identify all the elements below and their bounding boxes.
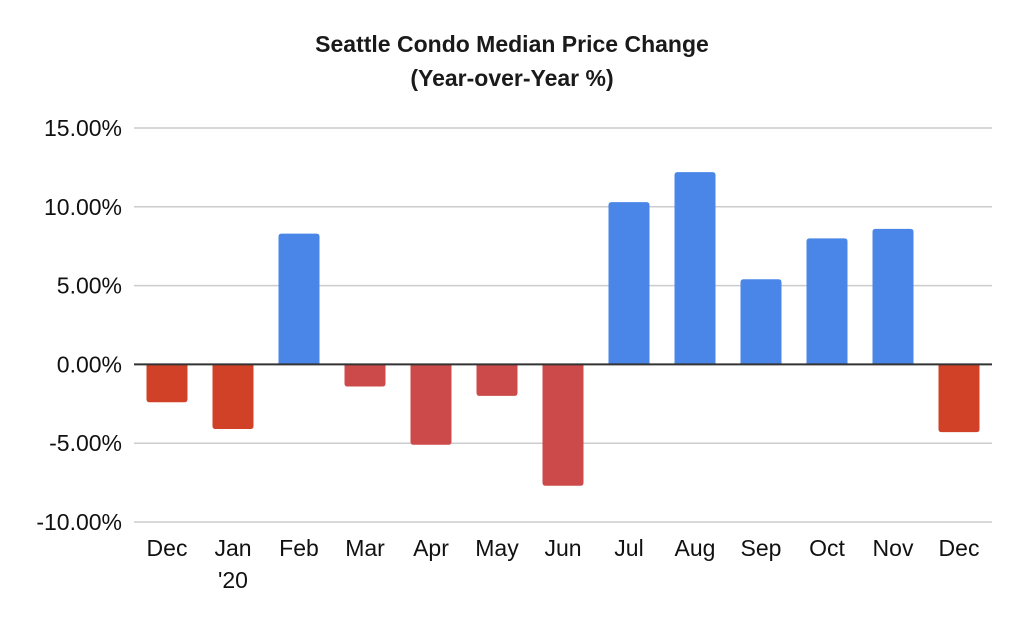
x-tick-label: Dec [939, 535, 980, 561]
x-tick-label: Mar [345, 535, 385, 561]
bar [476, 364, 518, 396]
x-tick-label: Apr [413, 535, 449, 561]
bar [542, 364, 584, 486]
gridlines [134, 127, 992, 523]
y-tick-label: 5.00% [57, 273, 122, 299]
x-tick-label: Dec [147, 535, 188, 561]
x-tick-label: Jul [614, 535, 643, 561]
x-tick-label: Nov [873, 535, 914, 561]
bar [806, 238, 848, 365]
bar [344, 364, 386, 387]
bar [740, 279, 782, 365]
x-tick-label: May [475, 535, 519, 561]
chart-subtitle: (Year-over-Year %) [410, 65, 614, 91]
y-tick-label: 15.00% [44, 115, 122, 141]
y-axis-tick-labels: 15.00% 10.00% 5.00% 0.00% -5.00% -10.00% [36, 115, 122, 535]
y-tick-label: 0.00% [57, 351, 122, 377]
y-tick-label: -5.00% [49, 430, 122, 456]
x-axis-tick-labels: Dec Jan '20 Feb Mar Apr May Jun Jul Aug Sep Oct Nov D… [147, 535, 980, 593]
x-tick-label: Jan '20 [214, 535, 251, 593]
bar [608, 202, 650, 365]
bars [146, 172, 980, 486]
bar [938, 364, 980, 433]
bar [872, 228, 914, 365]
x-tick-label: Oct [809, 535, 845, 561]
bar [146, 364, 188, 403]
y-tick-label: 10.00% [44, 194, 122, 220]
bar [212, 364, 254, 430]
bar [674, 172, 716, 365]
bar [278, 233, 320, 365]
y-tick-label: -10.00% [36, 509, 122, 535]
chart-title: Seattle Condo Median Price Change [315, 31, 709, 57]
bar [410, 364, 452, 445]
x-tick-label: Aug [675, 535, 716, 561]
x-tick-label: Sep [741, 535, 782, 561]
x-tick-label: Jun [544, 535, 581, 561]
x-tick-label: Feb [279, 535, 319, 561]
